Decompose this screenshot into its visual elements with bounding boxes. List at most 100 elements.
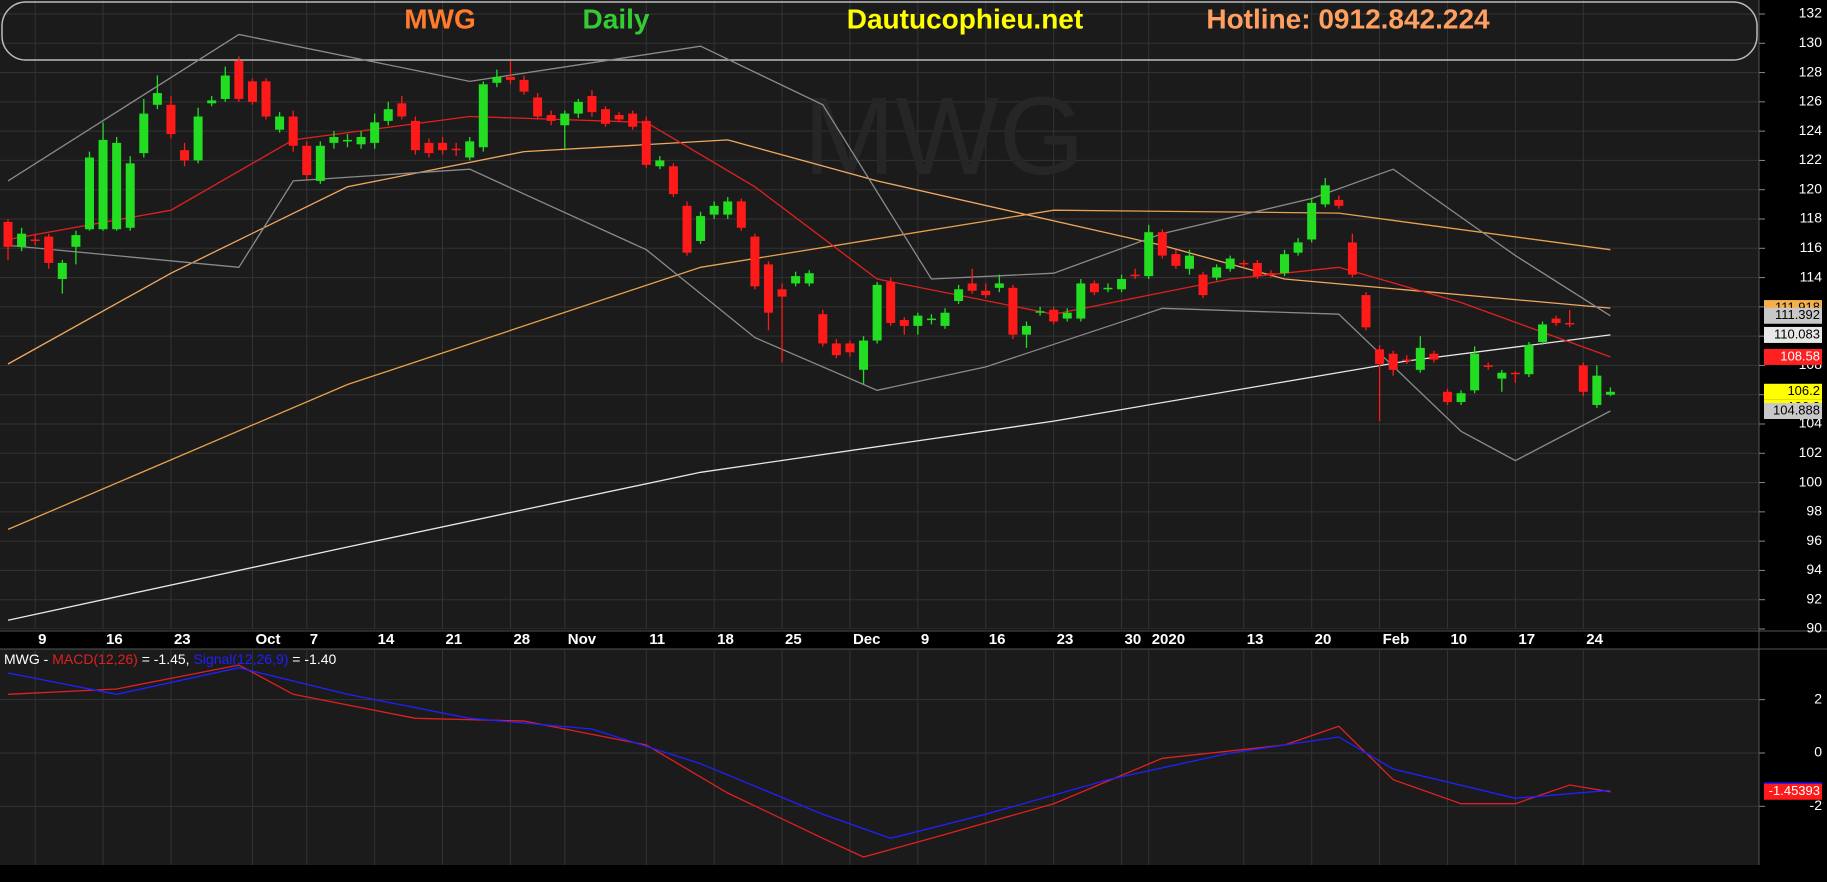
candle-body (573, 101, 583, 114)
candle-body (967, 283, 977, 291)
candle-body (84, 157, 94, 230)
value-tag-label: 108.58 (1780, 348, 1820, 363)
x-tick-label: 16 (989, 631, 1006, 648)
candle-body (410, 120, 420, 151)
candle-body (1470, 353, 1480, 391)
watermark: MWG (803, 75, 1084, 198)
candle-body (1551, 318, 1561, 323)
value-tag (1764, 326, 1822, 343)
candle-body (1184, 255, 1194, 269)
line (7, 334, 1611, 621)
candle-body (655, 160, 665, 167)
candle-body (1347, 242, 1357, 275)
candle-body (709, 205, 719, 215)
candle-body (1266, 273, 1276, 275)
y-tick-label: 132 (1799, 5, 1823, 21)
candle-body (954, 289, 964, 301)
y-tick-label: 114 (1800, 268, 1823, 284)
candle-body (302, 145, 312, 176)
y-tick-label: 102 (1799, 444, 1823, 460)
candle-body (546, 115, 556, 121)
candle-body (1239, 262, 1249, 265)
candle-body (831, 343, 841, 356)
x-tick-label: 14 (378, 631, 395, 648)
candle-body (723, 201, 733, 215)
candle-body (628, 113, 638, 127)
x-tick-label: 7 (310, 631, 318, 648)
line (7, 209, 1611, 530)
macd-legend: MWG - MACD(12,26) = -1.45, Signal(12,26,… (4, 651, 337, 667)
y-tick-label: 0 (1814, 744, 1822, 760)
candle-body (1334, 199, 1344, 206)
candle-body (587, 96, 597, 113)
candle-body (1212, 267, 1222, 278)
line (7, 664, 1611, 858)
candle-body (899, 320, 909, 326)
candle-body (505, 76, 515, 80)
candle-body (1103, 287, 1113, 290)
y-tick-label: 94 (1806, 561, 1822, 577)
candle-body (1130, 274, 1140, 277)
line (7, 667, 1611, 839)
candle-body (71, 235, 81, 247)
candle-body (533, 97, 543, 117)
candle-body (1049, 309, 1059, 322)
value-tag-label: 104.888 (1773, 402, 1820, 417)
header-box (1, 1, 1758, 61)
value-tag (1764, 307, 1822, 324)
value-tag (1764, 383, 1822, 400)
candle-body (315, 145, 325, 181)
legend-part: MWG - (4, 651, 52, 667)
value-tag-label: 110.083 (1774, 326, 1820, 341)
candle-body (98, 139, 108, 230)
candle-body (288, 116, 298, 146)
candle-body (1605, 391, 1615, 395)
candle-body (1022, 325, 1031, 335)
candle-body (994, 283, 1004, 288)
candle-body (356, 137, 366, 145)
candle-body (1524, 344, 1534, 375)
candle-body (668, 166, 678, 195)
candle-body (275, 116, 285, 130)
candle-body (926, 318, 936, 321)
candle-body (166, 104, 176, 135)
y-tick-label: 2 (1814, 690, 1822, 706)
candle-body (424, 142, 434, 154)
y-tick-label: 120 (1799, 180, 1823, 196)
candle-body (438, 142, 448, 151)
value-tag-label: -1.45393 (1769, 783, 1820, 798)
legend-part: Signal(12,26,9) (193, 651, 288, 667)
x-tick-label: 2020 (1152, 631, 1185, 648)
y-tick-label: 116 (1800, 239, 1823, 255)
y-tick-label: 124 (1799, 122, 1823, 138)
candle-body (207, 100, 217, 104)
header-text: Daily (583, 3, 650, 34)
candle-body (1510, 372, 1520, 375)
candle-body (139, 113, 149, 154)
x-tick-label: 23 (174, 631, 191, 648)
candle-body (44, 236, 54, 263)
x-tick-label: 21 (446, 631, 463, 648)
candle-body (1429, 353, 1439, 360)
y-tick-label: 96 (1806, 532, 1822, 548)
y-tick-label: 92 (1806, 590, 1822, 606)
candle-body (1089, 283, 1099, 293)
candle-body (696, 216, 706, 241)
candle-body (383, 109, 393, 121)
candle-body (1442, 391, 1452, 403)
y-tick-label: 90 (1806, 620, 1822, 636)
candle-body (1592, 375, 1602, 405)
candle-body (234, 60, 244, 99)
candle-body (736, 201, 746, 228)
value-tag-label: 106.2 (1787, 383, 1820, 398)
candle-body (641, 120, 651, 165)
candle-body (940, 312, 950, 326)
x-tick-label: Oct (255, 631, 280, 648)
y-tick-label: 118 (1800, 210, 1823, 226)
candle-body (1565, 322, 1575, 325)
candle-body (1415, 347, 1425, 370)
x-tick-label: 25 (785, 631, 802, 648)
value-tag (1764, 402, 1822, 419)
candle-body (519, 79, 529, 92)
